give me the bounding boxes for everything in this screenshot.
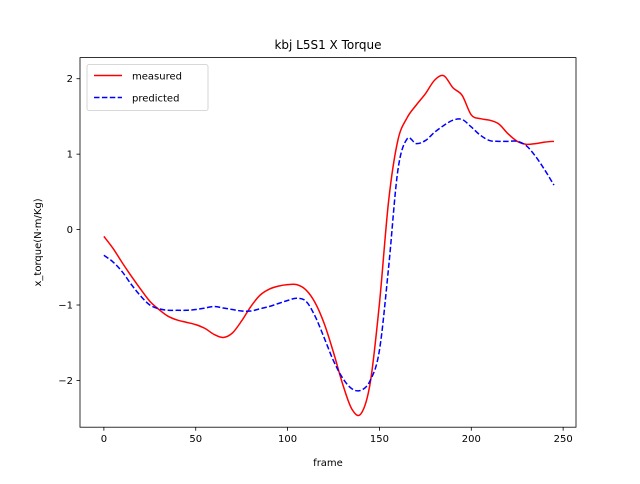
x-tick-label: 200: [462, 434, 481, 445]
chart-title: kbj L5S1 X Torque: [274, 38, 381, 52]
y-axis-ticks: −2 −1 0 1 2: [58, 74, 80, 387]
x-axis-label: frame: [313, 458, 343, 469]
y-tick-label: 1: [67, 150, 73, 161]
x-tick-label: 150: [370, 434, 389, 445]
legend: measured predicted: [86, 64, 209, 111]
y-tick-label: −2: [58, 376, 73, 387]
x-tick-label: 100: [278, 434, 297, 445]
legend-label-predicted: predicted: [132, 94, 179, 105]
series-line-predicted: [103, 118, 555, 392]
y-tick-label: 0: [67, 225, 73, 236]
plot-lines: [103, 74, 555, 417]
x-tick-label: 50: [189, 434, 202, 445]
y-axis-label: x_torque(N·m/Kg): [33, 198, 44, 286]
x-tick-label: 0: [101, 434, 107, 445]
y-tick-label: 2: [67, 74, 73, 85]
series-line-measured: [103, 74, 555, 417]
y-tick-label: −1: [58, 301, 73, 312]
x-axis-ticks: 0 50 100 150 200 250: [101, 427, 573, 445]
plot-frame: [79, 57, 577, 428]
x-tick-label: 250: [554, 434, 573, 445]
legend-label-measured: measured: [132, 72, 182, 83]
